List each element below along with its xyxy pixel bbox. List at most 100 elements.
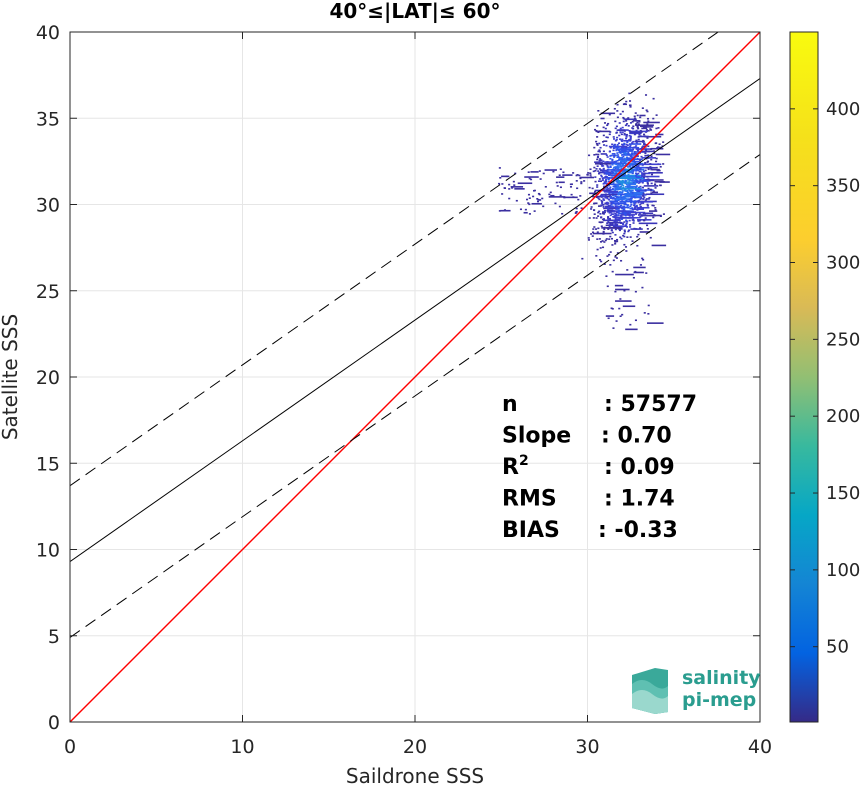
density-cell: [628, 171, 631, 174]
density-cell: [636, 153, 639, 155]
density-cell: [631, 152, 634, 155]
density-cell: [647, 178, 650, 181]
density-cell: [602, 230, 605, 233]
density-cell: [598, 221, 601, 223]
density-cell: [600, 204, 603, 206]
density-cell: [604, 161, 615, 163]
density-cell: [611, 159, 614, 162]
density-cell: [625, 143, 628, 146]
density-cell: [615, 185, 618, 188]
density-cell: [510, 186, 524, 188]
density-cell: [621, 154, 638, 156]
density-cell: [627, 206, 630, 209]
density-cell: [598, 159, 601, 162]
density-cell: [605, 224, 608, 227]
density-cell: [638, 222, 658, 225]
density-cell: [614, 219, 617, 221]
density-cell: [616, 179, 619, 181]
density-cell: [647, 129, 650, 132]
density-cell: [596, 158, 599, 161]
density-cell: [603, 228, 606, 231]
density-cell: [615, 320, 618, 322]
density-cell: [642, 202, 645, 204]
density-cell: [606, 285, 609, 288]
density-cell: [608, 238, 611, 240]
density-cell: [632, 222, 635, 224]
density-cell: [594, 163, 612, 165]
density-cell: [596, 165, 599, 167]
y-tick-label: 40: [36, 22, 60, 44]
density-cell: [610, 154, 613, 157]
density-cell: [596, 231, 599, 233]
density-cell: [630, 199, 633, 202]
density-cell: [519, 208, 523, 211]
one-to-one-line: [70, 32, 760, 722]
density-cell: [580, 182, 583, 185]
density-cell: [594, 190, 597, 193]
density-cell: [597, 150, 600, 153]
density-cell: [604, 239, 607, 242]
density-cell: [626, 144, 629, 146]
density-cell: [513, 184, 516, 186]
density-cell: [629, 157, 632, 160]
density-cell: [617, 162, 620, 165]
density-cell: [634, 196, 637, 199]
density-cell: [634, 205, 637, 208]
density-cell: [559, 168, 562, 171]
density-cell: [644, 152, 647, 155]
density-cell: [634, 200, 637, 202]
density-cell: [611, 197, 618, 200]
density-cell: [606, 173, 609, 175]
density-cell: [599, 205, 602, 207]
density-cell: [607, 180, 610, 183]
density-cell: [631, 191, 634, 194]
density-cell: [609, 222, 612, 225]
density-cell: [643, 172, 646, 175]
y-tick-label: 35: [36, 108, 60, 130]
density-cell: [613, 172, 616, 175]
density-cell: [612, 213, 615, 215]
density-cell: [612, 145, 616, 147]
density-cell: [614, 166, 623, 168]
density-cell: [619, 185, 623, 188]
density-cell: [622, 184, 625, 187]
density-cell: [634, 123, 638, 126]
density-cell: [644, 94, 648, 96]
colorbar-tick-label: 150: [826, 483, 860, 504]
density-cell: [626, 190, 629, 193]
density-cell: [624, 214, 627, 217]
density-cell: [613, 193, 632, 196]
density-cell: [626, 123, 629, 125]
density-cell: [621, 165, 624, 167]
density-cell: [614, 154, 617, 157]
density-cell: [609, 264, 612, 266]
density-cell: [645, 198, 650, 200]
density-cell: [621, 159, 624, 162]
density-cell: [625, 137, 628, 140]
density-cell: [628, 100, 632, 102]
density-cell: [649, 163, 652, 165]
density-cell: [637, 233, 640, 236]
x-tick-label: 20: [403, 736, 427, 758]
density-cell: [595, 217, 598, 219]
density-cell: [642, 194, 645, 196]
density-cell: [605, 136, 608, 138]
density-cell: [597, 197, 600, 200]
density-cell: [633, 266, 646, 269]
density-cell: [624, 174, 642, 177]
density-cell: [528, 177, 531, 180]
density-cell: [633, 115, 636, 118]
density-cell: [623, 230, 626, 233]
density-cell: [616, 181, 619, 184]
density-cell: [612, 220, 615, 222]
density-cell: [635, 181, 638, 184]
density-cell: [628, 138, 631, 141]
density-cell: [634, 166, 654, 169]
density-cell: [643, 185, 659, 187]
density-cell: [612, 149, 615, 152]
density-cell: [623, 289, 626, 292]
density-cell: [601, 194, 604, 197]
density-cell: [606, 136, 609, 139]
density-cell: [632, 194, 647, 196]
y-tick-label: 10: [36, 540, 60, 562]
